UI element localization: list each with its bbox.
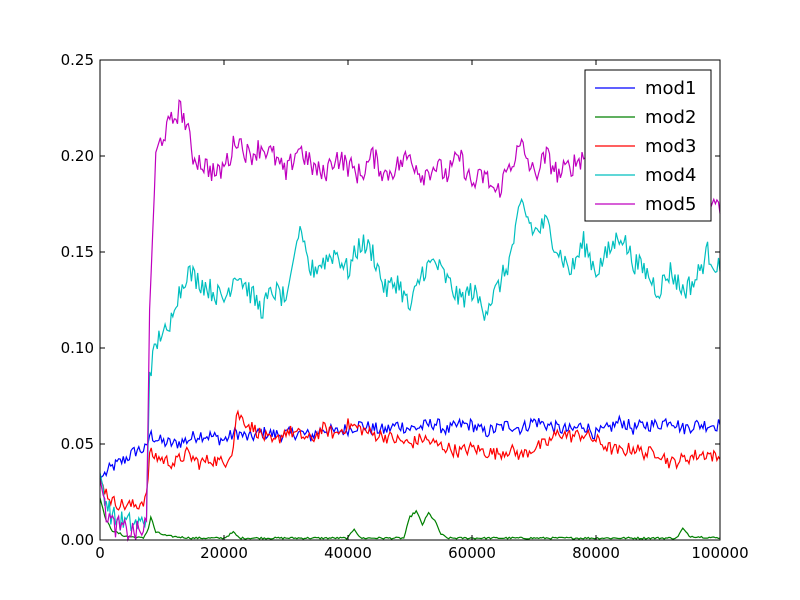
y-tick-label: 0.20 [61, 147, 94, 165]
x-axis: 0 20000 40000 60000 80000 100000 [95, 60, 749, 562]
series-line-mod1 [99, 414, 721, 480]
series-line-mod2 [99, 497, 721, 540]
legend-label-mod1: mod1 [645, 78, 696, 99]
y-tick-label: 0.00 [61, 531, 94, 549]
legend-label-mod3: mod3 [645, 136, 696, 157]
legend: mod1 mod2 mod3 mod4 mod5 [584, 69, 712, 222]
y-tick-label: 0.15 [61, 243, 94, 261]
x-tick-label: 40000 [324, 544, 372, 562]
legend-label-mod2: mod2 [645, 107, 696, 128]
legend-label-mod4: mod4 [645, 165, 696, 186]
legend-label-mod5: mod5 [645, 194, 696, 215]
y-tick-label: 0.05 [61, 435, 94, 453]
y-tick-label: 0.25 [61, 51, 94, 69]
series-line-mod4 [99, 197, 721, 532]
x-tick-label: 60000 [448, 544, 496, 562]
y-tick-label: 0.10 [61, 339, 94, 357]
series-line-mod3 [99, 409, 721, 512]
x-tick-label: 20000 [200, 544, 248, 562]
x-tick-label: 80000 [572, 544, 620, 562]
y-axis: 0.00 0.05 0.10 0.15 0.20 0.25 [61, 51, 720, 549]
x-tick-label: 0 [95, 544, 105, 562]
x-tick-label: 100000 [691, 544, 748, 562]
plot-frame [99, 59, 721, 541]
